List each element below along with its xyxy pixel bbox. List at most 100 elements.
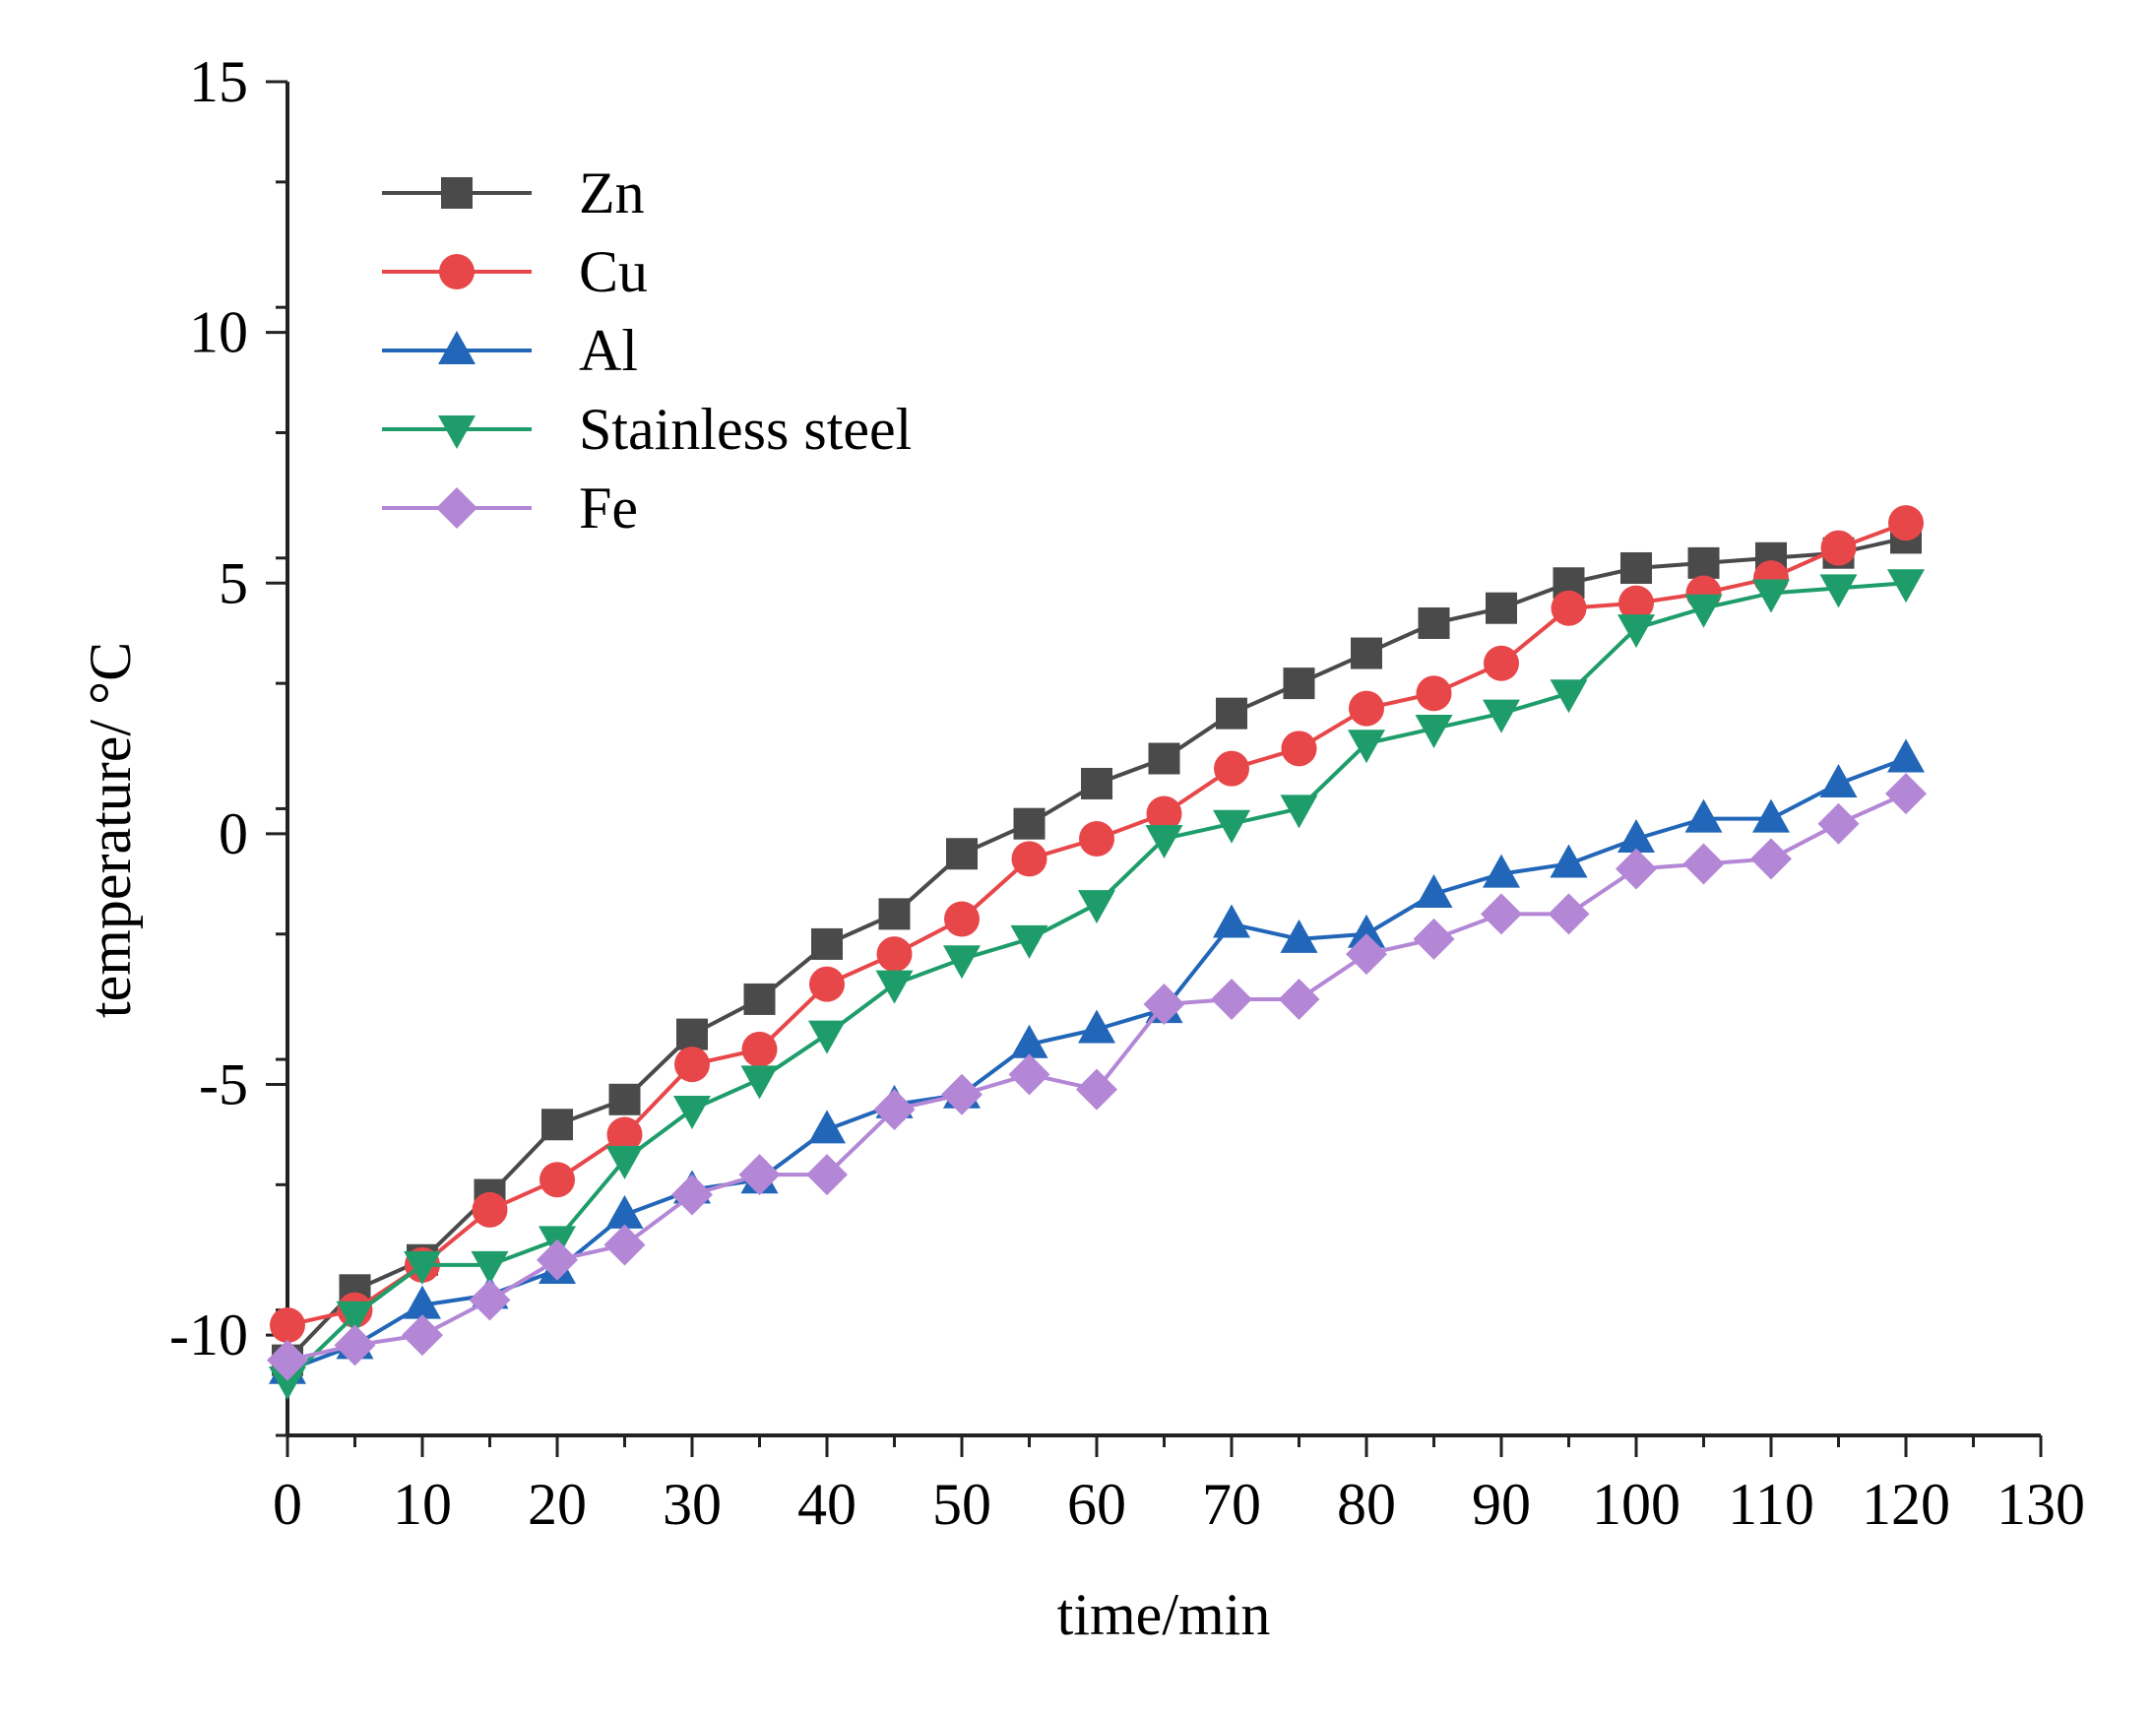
data-point-fe	[469, 1279, 511, 1321]
legend-item-zn: Zn	[382, 160, 645, 225]
data-point-cu	[809, 966, 845, 1002]
data-point-al	[1887, 738, 1925, 773]
y-tick-label: -5	[199, 1052, 248, 1117]
data-point-al	[1550, 844, 1588, 878]
axes-layer: 0 10 20 30 40 50 60 70 80 90 100 110 120 130 -10 -5 0 5 10…	[169, 49, 2085, 1537]
data-point-stainless-steel	[336, 1301, 374, 1335]
data-point-stainless-steel	[1280, 794, 1318, 829]
y-tick-label: 10	[189, 300, 248, 365]
x-tick-label: 100	[1592, 1472, 1680, 1537]
data-point-zn	[1351, 637, 1382, 669]
data-point-stainless-steel	[1415, 714, 1453, 748]
data-point-stainless-steel	[1752, 579, 1790, 613]
data-point-cu	[1146, 795, 1182, 832]
data-point-stainless-steel	[1213, 809, 1250, 844]
data-point-cu	[1416, 675, 1452, 712]
data-point-stainless-steel	[1483, 699, 1520, 733]
x-tick-label: 20	[528, 1472, 587, 1537]
data-point-fe	[1008, 1053, 1050, 1096]
series-layer	[267, 505, 1927, 1400]
data-point-al	[1078, 1009, 1115, 1044]
data-point-cu	[1349, 690, 1384, 727]
data-point-stainless-steel	[471, 1250, 509, 1285]
x-tick-label: 80	[1337, 1472, 1396, 1537]
series-line-cu	[286, 521, 1907, 1327]
legend-marker-al	[438, 331, 476, 364]
data-point-stainless-steel	[1550, 679, 1588, 714]
data-point-al	[1617, 818, 1655, 853]
data-point-stainless-steel	[673, 1095, 711, 1129]
y-tick-label: 5	[219, 550, 248, 615]
x-tick-label: 110	[1728, 1472, 1814, 1537]
data-point-cu	[1484, 645, 1519, 681]
y-tick-label: -10	[169, 1303, 248, 1367]
data-point-al	[404, 1285, 441, 1319]
x-tick-label: 10	[393, 1472, 452, 1537]
data-point-fe	[537, 1239, 578, 1281]
data-point-cu	[606, 1116, 643, 1153]
data-point-zn	[1148, 742, 1180, 775]
data-point-fe	[1750, 838, 1792, 880]
data-point-zn	[1418, 607, 1450, 639]
data-point-stainless-steel	[404, 1250, 441, 1285]
y-tick-label: 15	[189, 49, 248, 114]
data-point-stainless-steel	[1078, 890, 1115, 924]
data-point-fe	[1413, 918, 1455, 960]
legend-item-fe: Fe	[382, 476, 638, 540]
series-zn	[272, 522, 1922, 1376]
legend-label-al: Al	[579, 318, 638, 383]
data-point-fe	[1211, 978, 1252, 1020]
data-point-fe	[1278, 978, 1320, 1020]
data-point-al	[1752, 798, 1790, 833]
data-point-zn	[608, 1083, 641, 1115]
data-point-zn	[811, 927, 843, 960]
data-point-zn	[946, 838, 978, 870]
data-point-fe	[1885, 773, 1927, 815]
data-point-stainless-steel	[808, 1020, 846, 1054]
legend-item-al: Al	[382, 318, 638, 383]
legend-item-stainless-steel: Stainless steel	[382, 397, 912, 462]
data-point-stainless-steel	[1617, 614, 1655, 649]
data-point-stainless-steel	[875, 970, 914, 1004]
data-point-fe	[334, 1324, 376, 1366]
data-point-zn	[541, 1109, 573, 1141]
data-point-stainless-steel	[943, 945, 981, 980]
data-point-al	[1213, 904, 1250, 938]
series-fe	[267, 773, 1927, 1381]
data-point-fe	[941, 1073, 983, 1115]
x-tick-label: 70	[1202, 1472, 1261, 1537]
data-point-stainless-steel	[740, 1065, 779, 1100]
legend-label-zn: Zn	[579, 160, 645, 225]
legend-label-stainless-steel: Stainless steel	[579, 397, 912, 462]
data-point-zn	[1283, 667, 1315, 700]
data-point-fe	[1346, 933, 1387, 976]
data-point-cu	[1079, 820, 1114, 857]
data-point-zn	[1687, 546, 1720, 579]
data-point-cu	[1011, 841, 1047, 877]
data-point-zn	[1620, 551, 1652, 584]
data-point-cu	[944, 901, 980, 937]
data-point-al	[1819, 763, 1858, 797]
data-point-fe	[603, 1224, 646, 1266]
y-tick-label: 0	[219, 801, 248, 866]
data-point-zn	[676, 1018, 708, 1050]
data-point-cu	[1281, 731, 1317, 767]
series-stainless-steel	[269, 569, 1925, 1400]
data-point-fe	[671, 1174, 713, 1216]
x-tick-label: 60	[1067, 1472, 1126, 1537]
legend-marker-fe	[436, 487, 477, 529]
data-point-cu	[1888, 505, 1924, 541]
data-point-zn	[1081, 767, 1112, 799]
data-point-fe	[1143, 984, 1185, 1026]
data-point-cu	[1618, 585, 1654, 621]
data-point-stainless-steel	[605, 1145, 644, 1179]
data-point-fe	[1076, 1068, 1117, 1111]
x-tick-label: 50	[932, 1472, 991, 1537]
data-point-al	[1010, 1024, 1048, 1058]
x-tick-label: 0	[273, 1472, 302, 1537]
series-cu	[270, 505, 1924, 1343]
data-point-al	[605, 1194, 644, 1229]
data-point-al	[1415, 874, 1453, 908]
data-point-fe	[1616, 848, 1657, 890]
